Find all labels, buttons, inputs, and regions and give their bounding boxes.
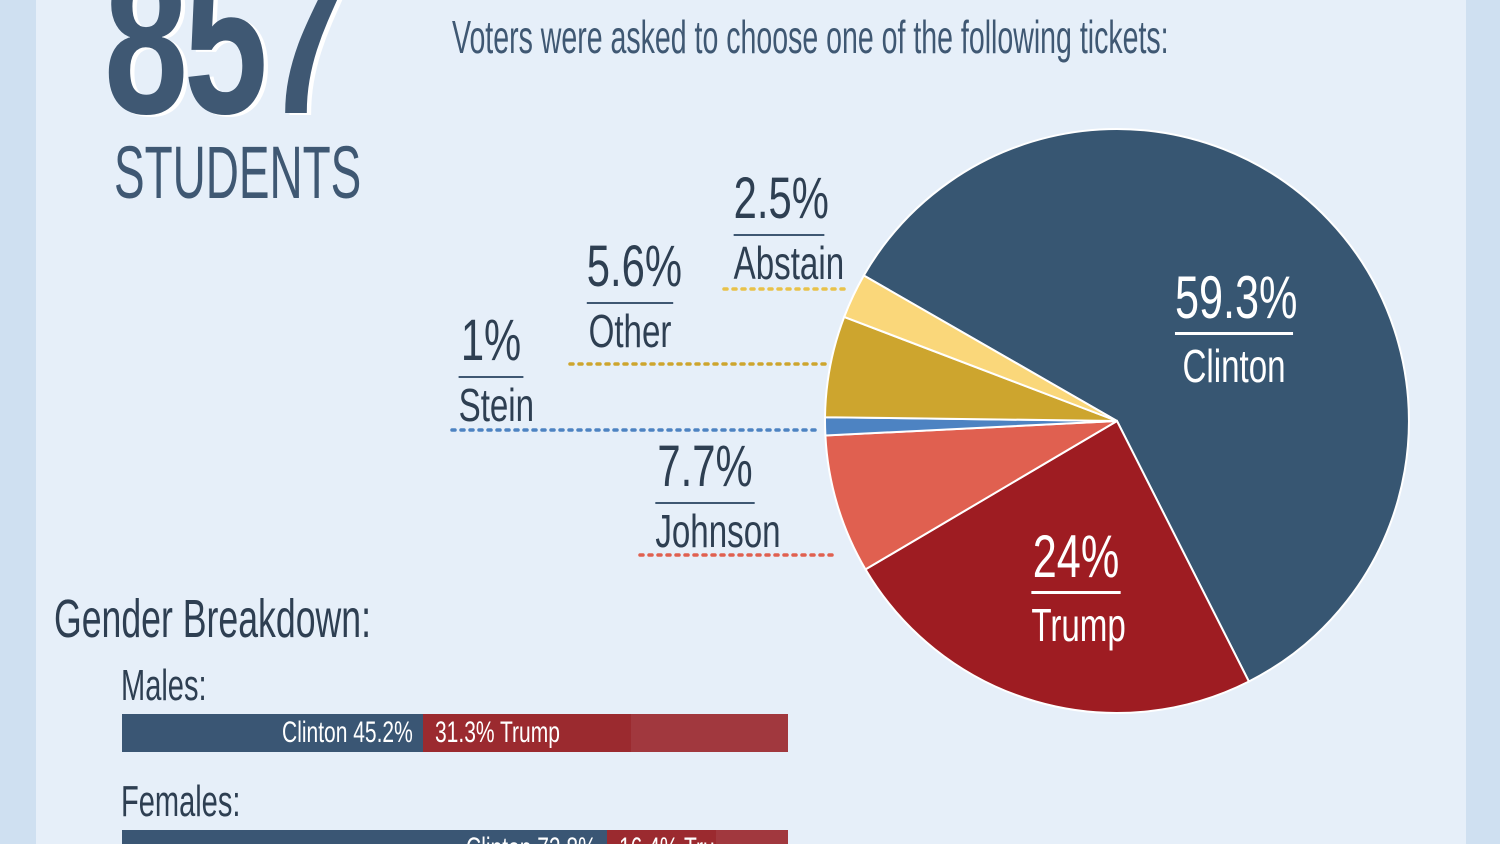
label-clinton-name: Clinton — [1182, 340, 1286, 392]
males-clinton-text: Clinton 45.2% — [282, 716, 414, 749]
label-stein-value: 1% — [458, 312, 524, 378]
males-label: Males: — [121, 661, 207, 710]
label-clinton: 59.3% Clinton — [1152, 268, 1316, 389]
label-abstain-name: Abstain — [733, 237, 845, 289]
label-abstain: 2.5% Abstain — [716, 170, 845, 289]
pie-slice-clinton — [862, 128, 1410, 683]
females-clinton-text: Clinton 72.8% — [466, 832, 597, 844]
gender-breakdown-title: Gender Breakdown: — [54, 589, 371, 649]
label-johnson-name: Johnson — [655, 505, 781, 557]
females-clinton-segment: Clinton 72.8% — [122, 830, 607, 844]
chart-title: Voters were asked to choose one of the f… — [452, 11, 1169, 63]
student-count: 857 — [104, 0, 348, 158]
label-trump-name: Trump — [1031, 599, 1126, 651]
label-clinton-value: 59.3% — [1174, 268, 1297, 335]
pie-slice-abstain — [842, 274, 1118, 422]
label-other-value: 5.6% — [586, 238, 682, 304]
student-count-label: STUDENTS — [114, 131, 362, 214]
label-other-name: Other — [588, 305, 672, 357]
label-abstain-value: 2.5% — [733, 170, 829, 236]
pie-slice-johnson — [824, 420, 1118, 571]
label-stein: 1% Stein — [446, 312, 536, 428]
label-other: 5.6% Other — [570, 238, 690, 354]
males-rest-segment — [631, 714, 788, 752]
females-trump-segment: 16.4% Trump — [606, 830, 744, 844]
label-johnson-value: 7.7% — [655, 438, 755, 504]
males-bar: Clinton 45.2% 31.3% Trump — [122, 714, 788, 752]
males-clinton-segment: Clinton 45.2% — [122, 714, 424, 752]
label-stein-name: Stein — [458, 379, 535, 431]
males-trump-text: 31.3% Trump — [435, 716, 560, 749]
label-trump: 24% Trump — [1014, 527, 1138, 648]
females-trump-text: 16.4% Trump — [619, 832, 744, 844]
label-johnson: 7.7% Johnson — [636, 438, 781, 557]
females-bar: Clinton 72.8% 16.4% Trump — [122, 830, 788, 844]
females-rest-segment — [716, 830, 788, 844]
label-trump-value: 24% — [1031, 527, 1121, 594]
pie-slice-trump — [864, 419, 1251, 714]
females-label: Females: — [121, 777, 241, 826]
males-trump-segment: 31.3% Trump — [423, 714, 632, 752]
